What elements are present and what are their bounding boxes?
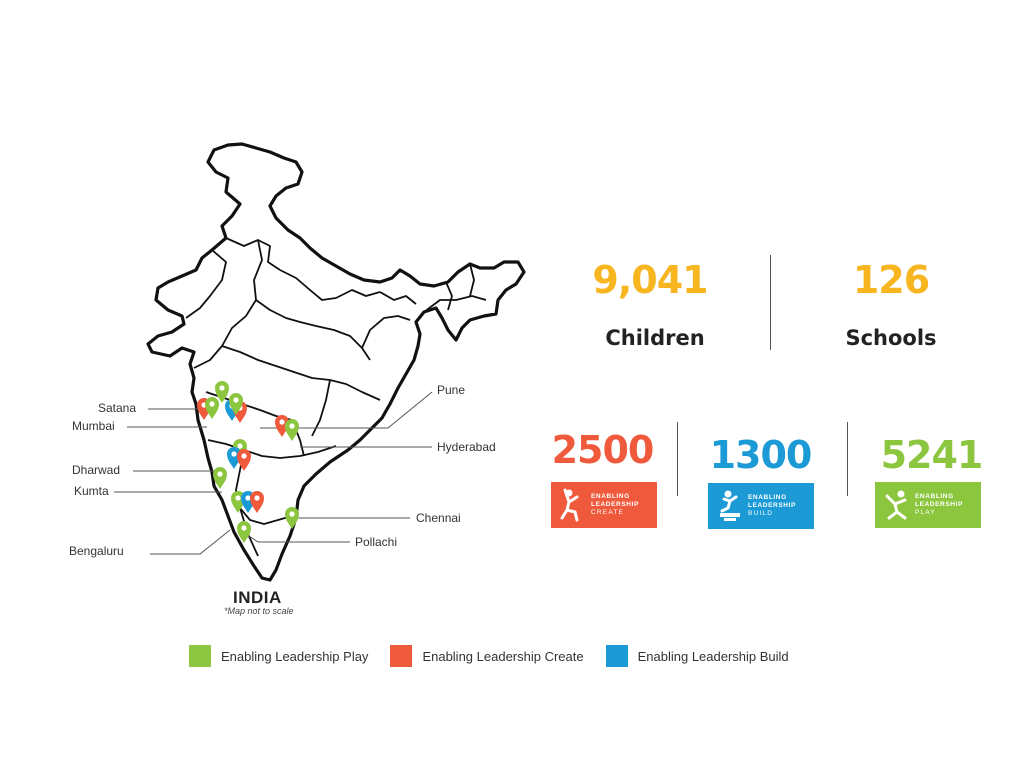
children-label: Children <box>605 326 705 350</box>
map-marker-dot <box>241 525 247 531</box>
play-badge: ENABLING LEADERSHIP PLAY <box>875 482 981 528</box>
city-label-pollachi: Pollachi <box>355 535 398 549</box>
india-map: Satana Mumbai Dharwad Kumta Bengaluru Pu… <box>0 0 560 640</box>
build-badge: ENABLING LEADERSHIP BUILD <box>708 483 814 529</box>
map-marker-play <box>215 381 229 403</box>
legend-item-build: Enabling Leadership Build <box>605 645 789 667</box>
legend-swatch-play <box>189 645 211 667</box>
city-label-satana: Satana <box>98 401 137 415</box>
map-marker-dot <box>237 443 243 449</box>
create-badge-line3: CREATE <box>591 509 625 516</box>
play-figure-icon <box>885 490 907 520</box>
map-marker-create <box>275 415 289 437</box>
map-marker-play <box>205 397 219 419</box>
city-label-mumbai: Mumbai <box>72 419 115 433</box>
map-marker-build <box>227 447 241 469</box>
city-label-bengaluru: Bengaluru <box>69 544 124 558</box>
legend-item-play: Enabling Leadership Play <box>189 645 368 667</box>
build-badge-line2: LEADERSHIP <box>748 502 796 509</box>
build-count: 1300 <box>709 433 813 477</box>
legend-label-build: Enabling Leadership Build <box>637 648 789 664</box>
legend-label-create: Enabling Leadership Create <box>422 648 584 664</box>
map-marker-dot <box>219 385 225 391</box>
map-marker-dot <box>209 401 215 407</box>
build-badge-line3: BUILD <box>748 510 774 517</box>
schools-label: Schools <box>845 326 937 350</box>
children-count: 9,041 <box>592 258 708 302</box>
city-label-chennai: Chennai <box>416 511 461 525</box>
map-marker-dot <box>241 453 247 459</box>
map-note: *Map not to scale <box>224 606 294 616</box>
map-marker-create <box>250 491 264 513</box>
legend-item-create: Enabling Leadership Create <box>390 645 584 667</box>
play-badge-line2: LEADERSHIP <box>915 501 963 508</box>
legend: Enabling Leadership Play Enabling Leader… <box>189 645 811 667</box>
map-marker-dot <box>231 451 237 457</box>
map-title: INDIA <box>233 588 282 607</box>
program-divider-2 <box>847 422 848 496</box>
build-badge-line1: ENABLING <box>748 494 787 501</box>
map-marker-play <box>229 393 243 415</box>
legend-swatch-build <box>605 645 628 667</box>
location-markers <box>197 381 299 543</box>
map-marker-dot <box>233 397 239 403</box>
map-marker-play <box>285 507 299 529</box>
india-outline-map <box>114 142 526 582</box>
create-figure-icon <box>560 488 579 522</box>
create-count: 2500 <box>551 428 655 472</box>
map-marker-play <box>285 419 299 441</box>
play-badge-line1: ENABLING <box>915 493 954 500</box>
map-marker-dot <box>279 419 285 425</box>
create-badge-line2: LEADERSHIP <box>591 501 639 508</box>
play-badge-line3: PLAY <box>915 509 936 516</box>
create-badge: ENABLING LEADERSHIP CREATE <box>551 482 657 528</box>
map-marker-play <box>237 521 251 543</box>
leader-lines <box>114 391 433 555</box>
map-marker-create <box>237 449 251 471</box>
city-label-dharwad: Dharwad <box>72 463 121 477</box>
play-count: 5241 <box>880 433 984 477</box>
map-marker-dot <box>254 495 260 501</box>
city-label-kumta: Kumta <box>74 484 109 498</box>
map-marker-dot <box>289 511 295 517</box>
city-label-pune: Pune <box>437 383 466 397</box>
legend-swatch-create <box>390 645 413 667</box>
build-figure-icon <box>720 490 740 521</box>
stats-divider <box>770 255 771 350</box>
map-marker-dot <box>217 471 223 477</box>
map-marker-dot <box>245 495 251 501</box>
map-marker-play <box>213 467 227 489</box>
program-divider-1 <box>677 422 678 496</box>
schools-count: 126 <box>852 258 930 302</box>
map-marker-dot <box>235 495 241 501</box>
create-badge-line1: ENABLING <box>591 493 630 500</box>
legend-label-play: Enabling Leadership Play <box>221 648 369 664</box>
city-label-hyderabad: Hyderabad <box>437 440 496 454</box>
map-marker-dot <box>289 423 295 429</box>
